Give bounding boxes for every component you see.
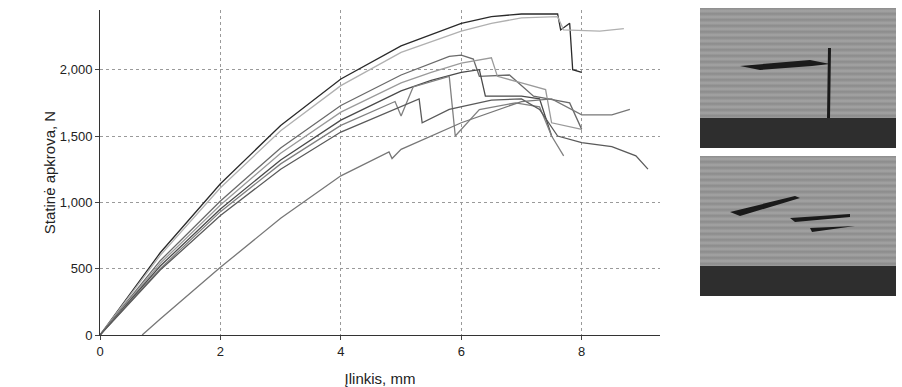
- svg-text:6: 6: [458, 344, 465, 359]
- svg-text:1,000: 1,000: [60, 195, 93, 210]
- svg-text:Statinė apkrova, N: Statinė apkrova, N: [41, 111, 58, 234]
- svg-text:1,500: 1,500: [60, 129, 93, 144]
- svg-text:2: 2: [217, 344, 224, 359]
- svg-text:4: 4: [337, 344, 344, 359]
- svg-text:0: 0: [85, 328, 92, 343]
- svg-text:500: 500: [71, 261, 93, 276]
- svg-text:8: 8: [578, 344, 585, 359]
- svg-text:0: 0: [96, 344, 103, 359]
- svg-text:2,000: 2,000: [60, 62, 93, 77]
- svg-text:Įlinkis, mm: Įlinkis, mm: [345, 370, 416, 387]
